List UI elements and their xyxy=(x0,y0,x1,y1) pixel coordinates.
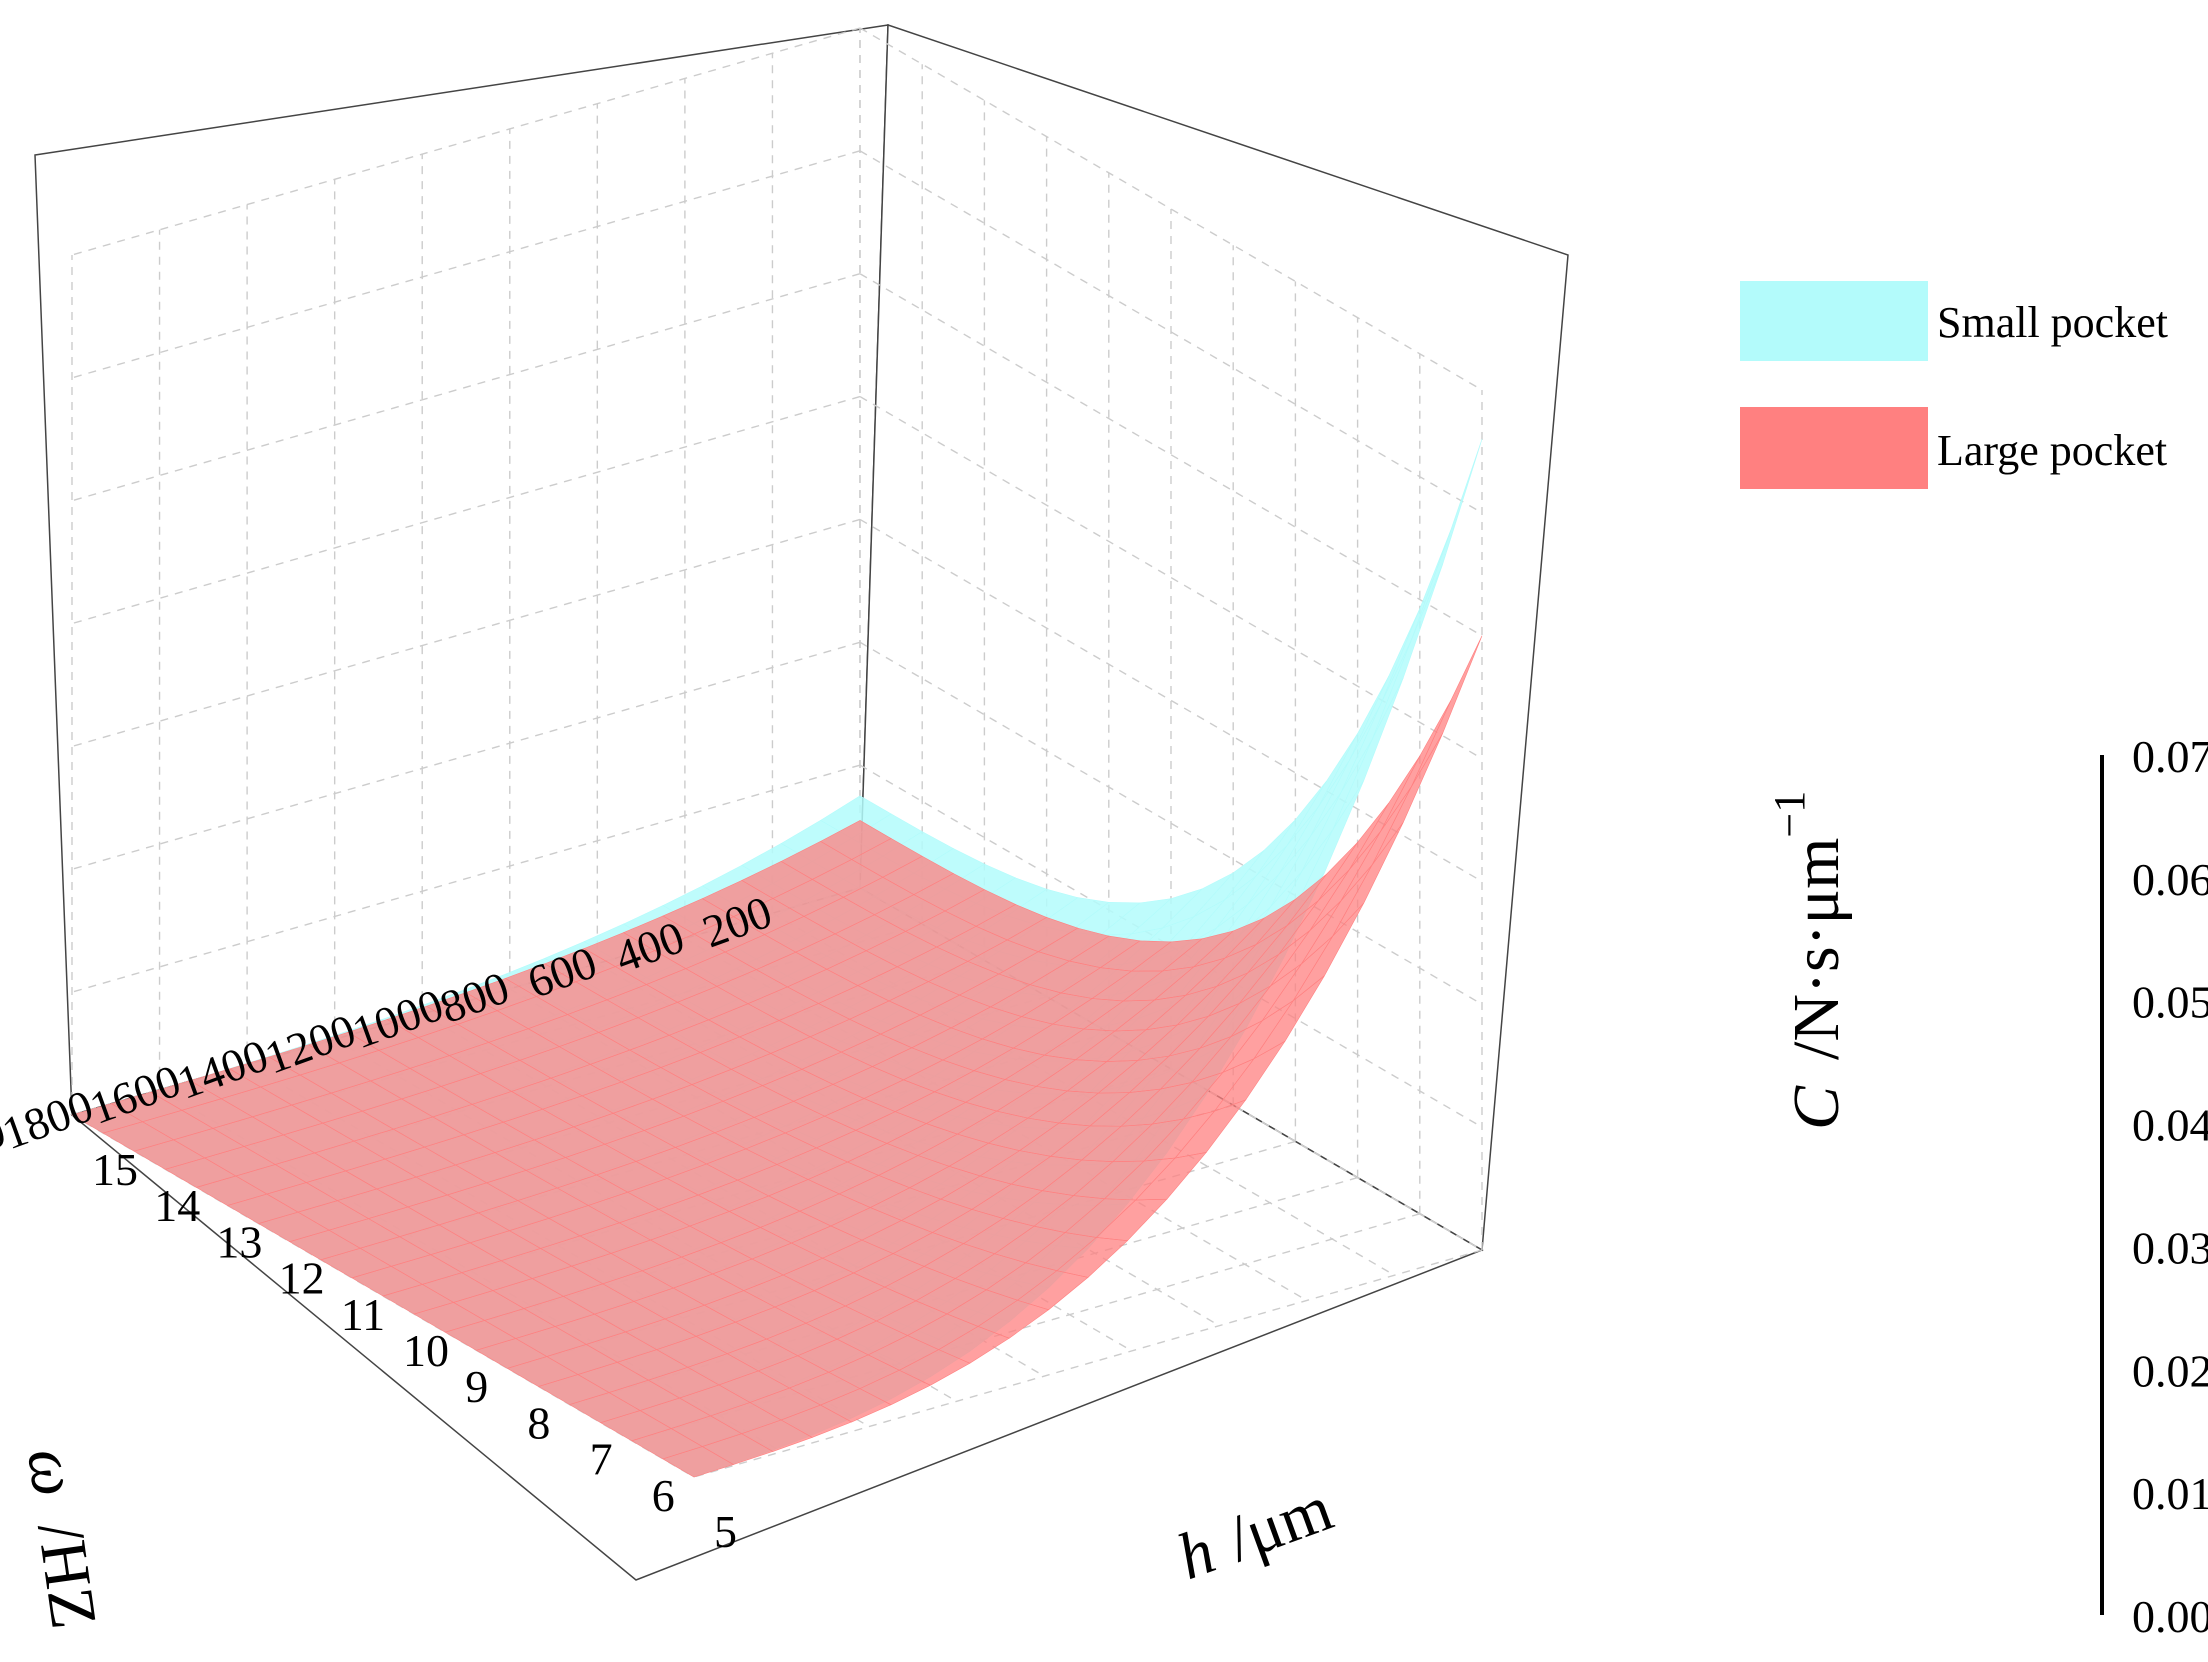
y-tick-label: 1800 xyxy=(0,1080,99,1159)
x-tick-label: 5 xyxy=(714,1506,737,1557)
y-tick-label: 2000 xyxy=(0,1105,12,1184)
grid-line xyxy=(71,641,861,870)
surface-large-pocket xyxy=(71,635,1483,1478)
x-axis-title: h/μm xyxy=(1168,1471,1342,1594)
z-tick-label: 0.01 xyxy=(2132,1468,2208,1519)
x-tick-label: 13 xyxy=(216,1216,262,1267)
grid-line xyxy=(71,395,861,625)
grid-line xyxy=(71,150,861,379)
x-tick-label: 7 xyxy=(590,1434,613,1485)
z-tick-label: 0.05 xyxy=(2132,977,2208,1028)
surfaces xyxy=(71,439,1483,1478)
x-tick-label: 11 xyxy=(341,1289,385,1340)
legend: Small pocket Large pocket xyxy=(1740,281,2168,489)
x-tick-label: 15 xyxy=(92,1144,138,1195)
legend-swatch-small-pocket xyxy=(1740,281,1928,361)
surface-cell xyxy=(662,1446,735,1478)
legend-label-small-pocket: Small pocket xyxy=(1937,298,2168,347)
z-tick-label: 0.04 xyxy=(2132,1100,2208,1151)
legend-label-large-pocket: Large pocket xyxy=(1937,426,2167,475)
x-tick-label: 14 xyxy=(154,1180,200,1231)
z-tick-label: 0.07 xyxy=(2132,731,2208,782)
x-tick-label: 9 xyxy=(465,1361,488,1412)
grid-line xyxy=(693,1249,1483,1478)
z-tick-label: 0.06 xyxy=(2132,854,2208,905)
y-axis-title: ω/HZ xyxy=(13,1444,110,1633)
grid-line xyxy=(71,273,861,502)
grid-line xyxy=(71,764,861,993)
grid-line xyxy=(71,518,861,748)
grid-line xyxy=(631,1213,1420,1442)
x-tick-label: 8 xyxy=(527,1397,550,1448)
z-tick-label: 0.00 xyxy=(2132,1591,2208,1642)
x-tick-label: 12 xyxy=(279,1253,325,1304)
z-axis-title: C/N·s·μm−1 xyxy=(1765,791,1853,1130)
x-tick-label: 6 xyxy=(652,1470,675,1521)
z-tick-label: 0.02 xyxy=(2132,1345,2208,1396)
x-tick-label: 10 xyxy=(403,1325,449,1376)
legend-swatch-large-pocket xyxy=(1740,407,1928,489)
grid-line xyxy=(71,27,861,256)
z-tick-label: 0.03 xyxy=(2132,1222,2208,1273)
